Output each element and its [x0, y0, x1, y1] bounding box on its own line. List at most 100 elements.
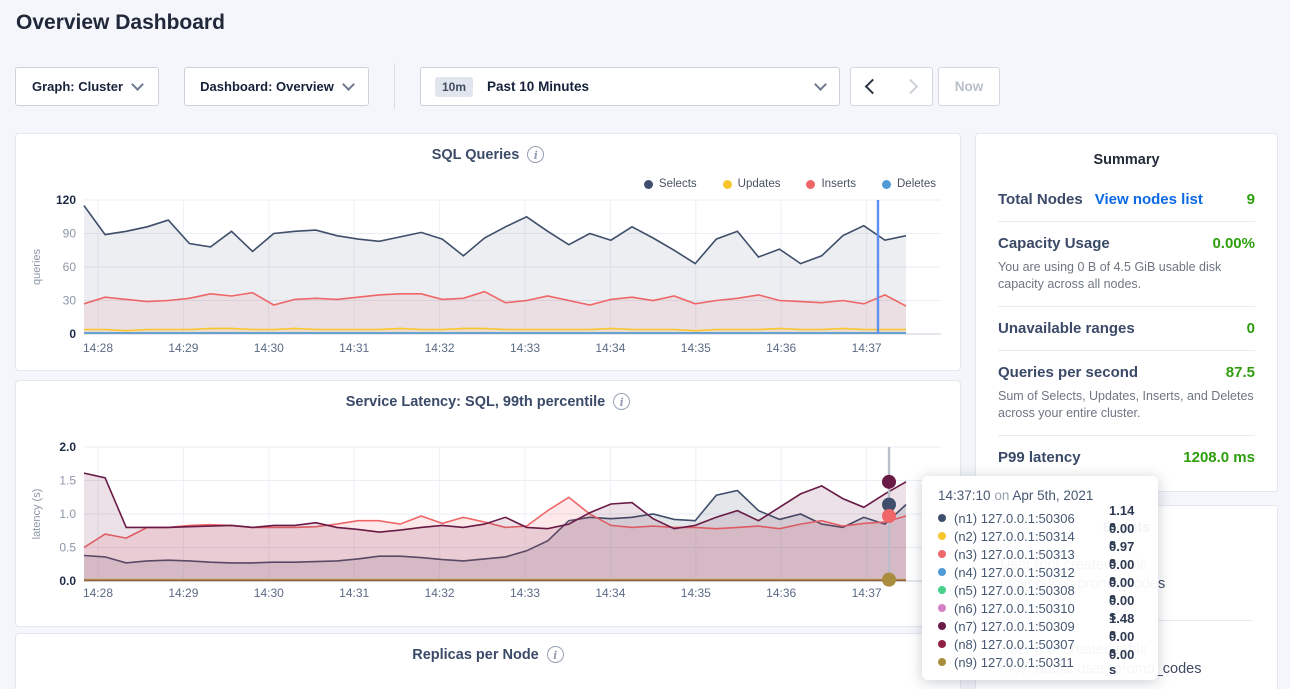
- svg-text:14:36: 14:36: [766, 341, 796, 355]
- svg-text:2.0: 2.0: [59, 440, 76, 454]
- view-nodes-list-link[interactable]: View nodes list: [1094, 191, 1203, 208]
- svg-text:14:32: 14:32: [425, 586, 455, 600]
- svg-text:90: 90: [63, 227, 77, 241]
- summary-list: Total Nodes View nodes list 9 Capacity Usag…: [998, 178, 1255, 479]
- chevron-left-icon: [864, 78, 881, 95]
- time-now-button[interactable]: Now: [938, 67, 1000, 106]
- dashboard-dropdown-label: Dashboard: Overview: [200, 79, 334, 94]
- tooltip-node-row: (n9) 127.0.0.1:50311 0.00 s: [938, 647, 1144, 677]
- svg-text:14:34: 14:34: [595, 586, 625, 600]
- summary-item-label: Queries per second: [998, 364, 1139, 381]
- legend-item[interactable]: Inserts: [806, 178, 856, 190]
- sql-queries-card: SQL Queries i Selects Updates Inserts Delet…: [15, 133, 961, 371]
- series-color-dot: [938, 550, 946, 558]
- series-color-dot: [806, 179, 816, 189]
- chevron-right-icon: [902, 78, 918, 95]
- svg-text:14:37: 14:37: [852, 341, 882, 355]
- series-color-dot: [938, 622, 946, 630]
- time-prev-button[interactable]: [850, 67, 892, 106]
- svg-text:14:36: 14:36: [766, 586, 796, 600]
- summary-item-desc: Sum of Selects, Updates, Inserts, and De…: [998, 389, 1254, 420]
- summary-item-value: 87.5: [1225, 364, 1255, 381]
- tooltip-rows: (n1) 127.0.0.1:50306 1.14 s (n2) 127.0.0.1…: [938, 503, 1144, 677]
- time-range-picker[interactable]: 10m Past 10 Minutes: [420, 67, 840, 106]
- service-latency-title: Service Latency: SQL, 99th percentile: [345, 393, 606, 410]
- sql-queries-legend: Selects Updates Inserts Deletes: [643, 178, 936, 190]
- svg-text:14:32: 14:32: [425, 341, 455, 355]
- series-color-dot: [938, 604, 946, 612]
- svg-text:latency (s): latency (s): [31, 489, 43, 540]
- tooltip-header: 14:37:10 on Apr 5th, 2021: [938, 488, 1144, 503]
- summary-item: P99 latency 1208.0 ms: [998, 435, 1255, 479]
- svg-text:1.5: 1.5: [59, 474, 76, 488]
- svg-text:14:30: 14:30: [254, 586, 284, 600]
- series-color-dot: [882, 179, 891, 189]
- tooltip-node-row: (n5) 127.0.0.1:50308 0.00 s: [938, 575, 1144, 605]
- series-color-dot: [938, 640, 946, 648]
- now-button-label: Now: [954, 79, 984, 94]
- info-icon[interactable]: i: [546, 646, 564, 663]
- sql-queries-chart[interactable]: 0 30 60 90 120 14:28 14:29 14:30 14:31 14:32 14:33…: [16, 134, 962, 372]
- svg-text:60: 60: [63, 260, 77, 274]
- graph-dropdown[interactable]: Graph: Cluster: [15, 67, 159, 106]
- summary-item-value: 0: [1246, 320, 1255, 337]
- info-icon[interactable]: i: [527, 146, 545, 163]
- svg-text:14:30: 14:30: [254, 341, 284, 355]
- time-next-button[interactable]: [891, 67, 933, 106]
- tooltip-node-row: (n1) 127.0.0.1:50306 1.14 s: [938, 503, 1144, 533]
- summary-item-label: P99 latency: [998, 449, 1081, 466]
- series-color-dot: [938, 658, 946, 666]
- summary-item: Capacity Usage 0.00% You are using 0 B of …: [998, 221, 1255, 306]
- series-color-dot: [938, 532, 946, 540]
- series-color-dot: [938, 568, 946, 576]
- series-color-dot: [938, 514, 946, 522]
- svg-text:14:31: 14:31: [339, 341, 369, 355]
- summary-item-desc: You are using 0 B of 4.5 GiB usable disk…: [998, 260, 1222, 291]
- service-latency-chart[interactable]: 0.0 0.5 1.0 1.5 2.0 14:28 14:29 14:30 14:31 14:32…: [16, 381, 962, 628]
- svg-text:14:33: 14:33: [510, 341, 540, 355]
- summary-item-value: 9: [1246, 191, 1255, 208]
- info-icon[interactable]: i: [613, 393, 631, 410]
- legend-item[interactable]: Selects: [643, 178, 697, 190]
- svg-text:120: 120: [56, 193, 76, 207]
- replicas-per-node-title: Replicas per Node: [412, 646, 539, 663]
- page-title: Overview Dashboard: [16, 11, 225, 34]
- svg-text:14:29: 14:29: [168, 341, 198, 355]
- summary-item-label: Capacity Usage: [998, 235, 1110, 252]
- svg-text:queries: queries: [31, 248, 43, 285]
- svg-text:0: 0: [69, 327, 76, 341]
- chevron-down-icon: [341, 78, 355, 91]
- svg-text:14:37: 14:37: [852, 586, 882, 600]
- svg-text:14:28: 14:28: [83, 341, 113, 355]
- summary-card: Summary Total Nodes View nodes list 9 Capac…: [975, 133, 1278, 492]
- graph-dropdown-label: Graph: Cluster: [31, 79, 123, 94]
- time-range-badge: 10m: [435, 76, 474, 97]
- service-latency-card: Service Latency: SQL, 99th percentile i …: [15, 380, 961, 627]
- dashboard-dropdown[interactable]: Dashboard: Overview: [184, 67, 369, 106]
- summary-item-label: Total Nodes: [998, 191, 1083, 208]
- legend-item[interactable]: Deletes: [882, 178, 936, 190]
- series-color-dot: [643, 179, 653, 189]
- summary-heading: Summary: [1093, 152, 1160, 168]
- sql-queries-title: SQL Queries: [431, 146, 520, 163]
- tooltip-node-row: (n6) 127.0.0.1:50310 0.00 s: [938, 593, 1144, 623]
- series-color-dot: [938, 586, 946, 594]
- svg-text:30: 30: [63, 294, 77, 308]
- tooltip-node-row: (n2) 127.0.0.1:50314 0.00 s: [938, 521, 1144, 551]
- series-color-dot: [722, 179, 732, 189]
- summary-item-value: 1208.0 ms: [1183, 449, 1255, 466]
- svg-text:14:35: 14:35: [681, 341, 711, 355]
- summary-item: Total Nodes View nodes list 9: [998, 178, 1255, 221]
- chevron-down-icon: [814, 78, 827, 91]
- tooltip-date: Apr 5th, 2021: [1012, 488, 1094, 503]
- tooltip-node-row: (n4) 127.0.0.1:50312 0.00 s: [938, 557, 1144, 587]
- summary-item: Queries per second 87.5 Sum of Selects, Up…: [998, 350, 1255, 435]
- legend-item[interactable]: Updates: [722, 178, 780, 190]
- svg-text:14:31: 14:31: [339, 586, 369, 600]
- tooltip-time: 14:37:10: [938, 488, 991, 503]
- tooltip-node-row: (n8) 127.0.0.1:50307 0.00 s: [938, 629, 1144, 659]
- toolbar-divider: [394, 63, 395, 109]
- tooltip-node-row: (n3) 127.0.0.1:50313 0.97 s: [938, 539, 1144, 569]
- svg-text:14:29: 14:29: [168, 586, 198, 600]
